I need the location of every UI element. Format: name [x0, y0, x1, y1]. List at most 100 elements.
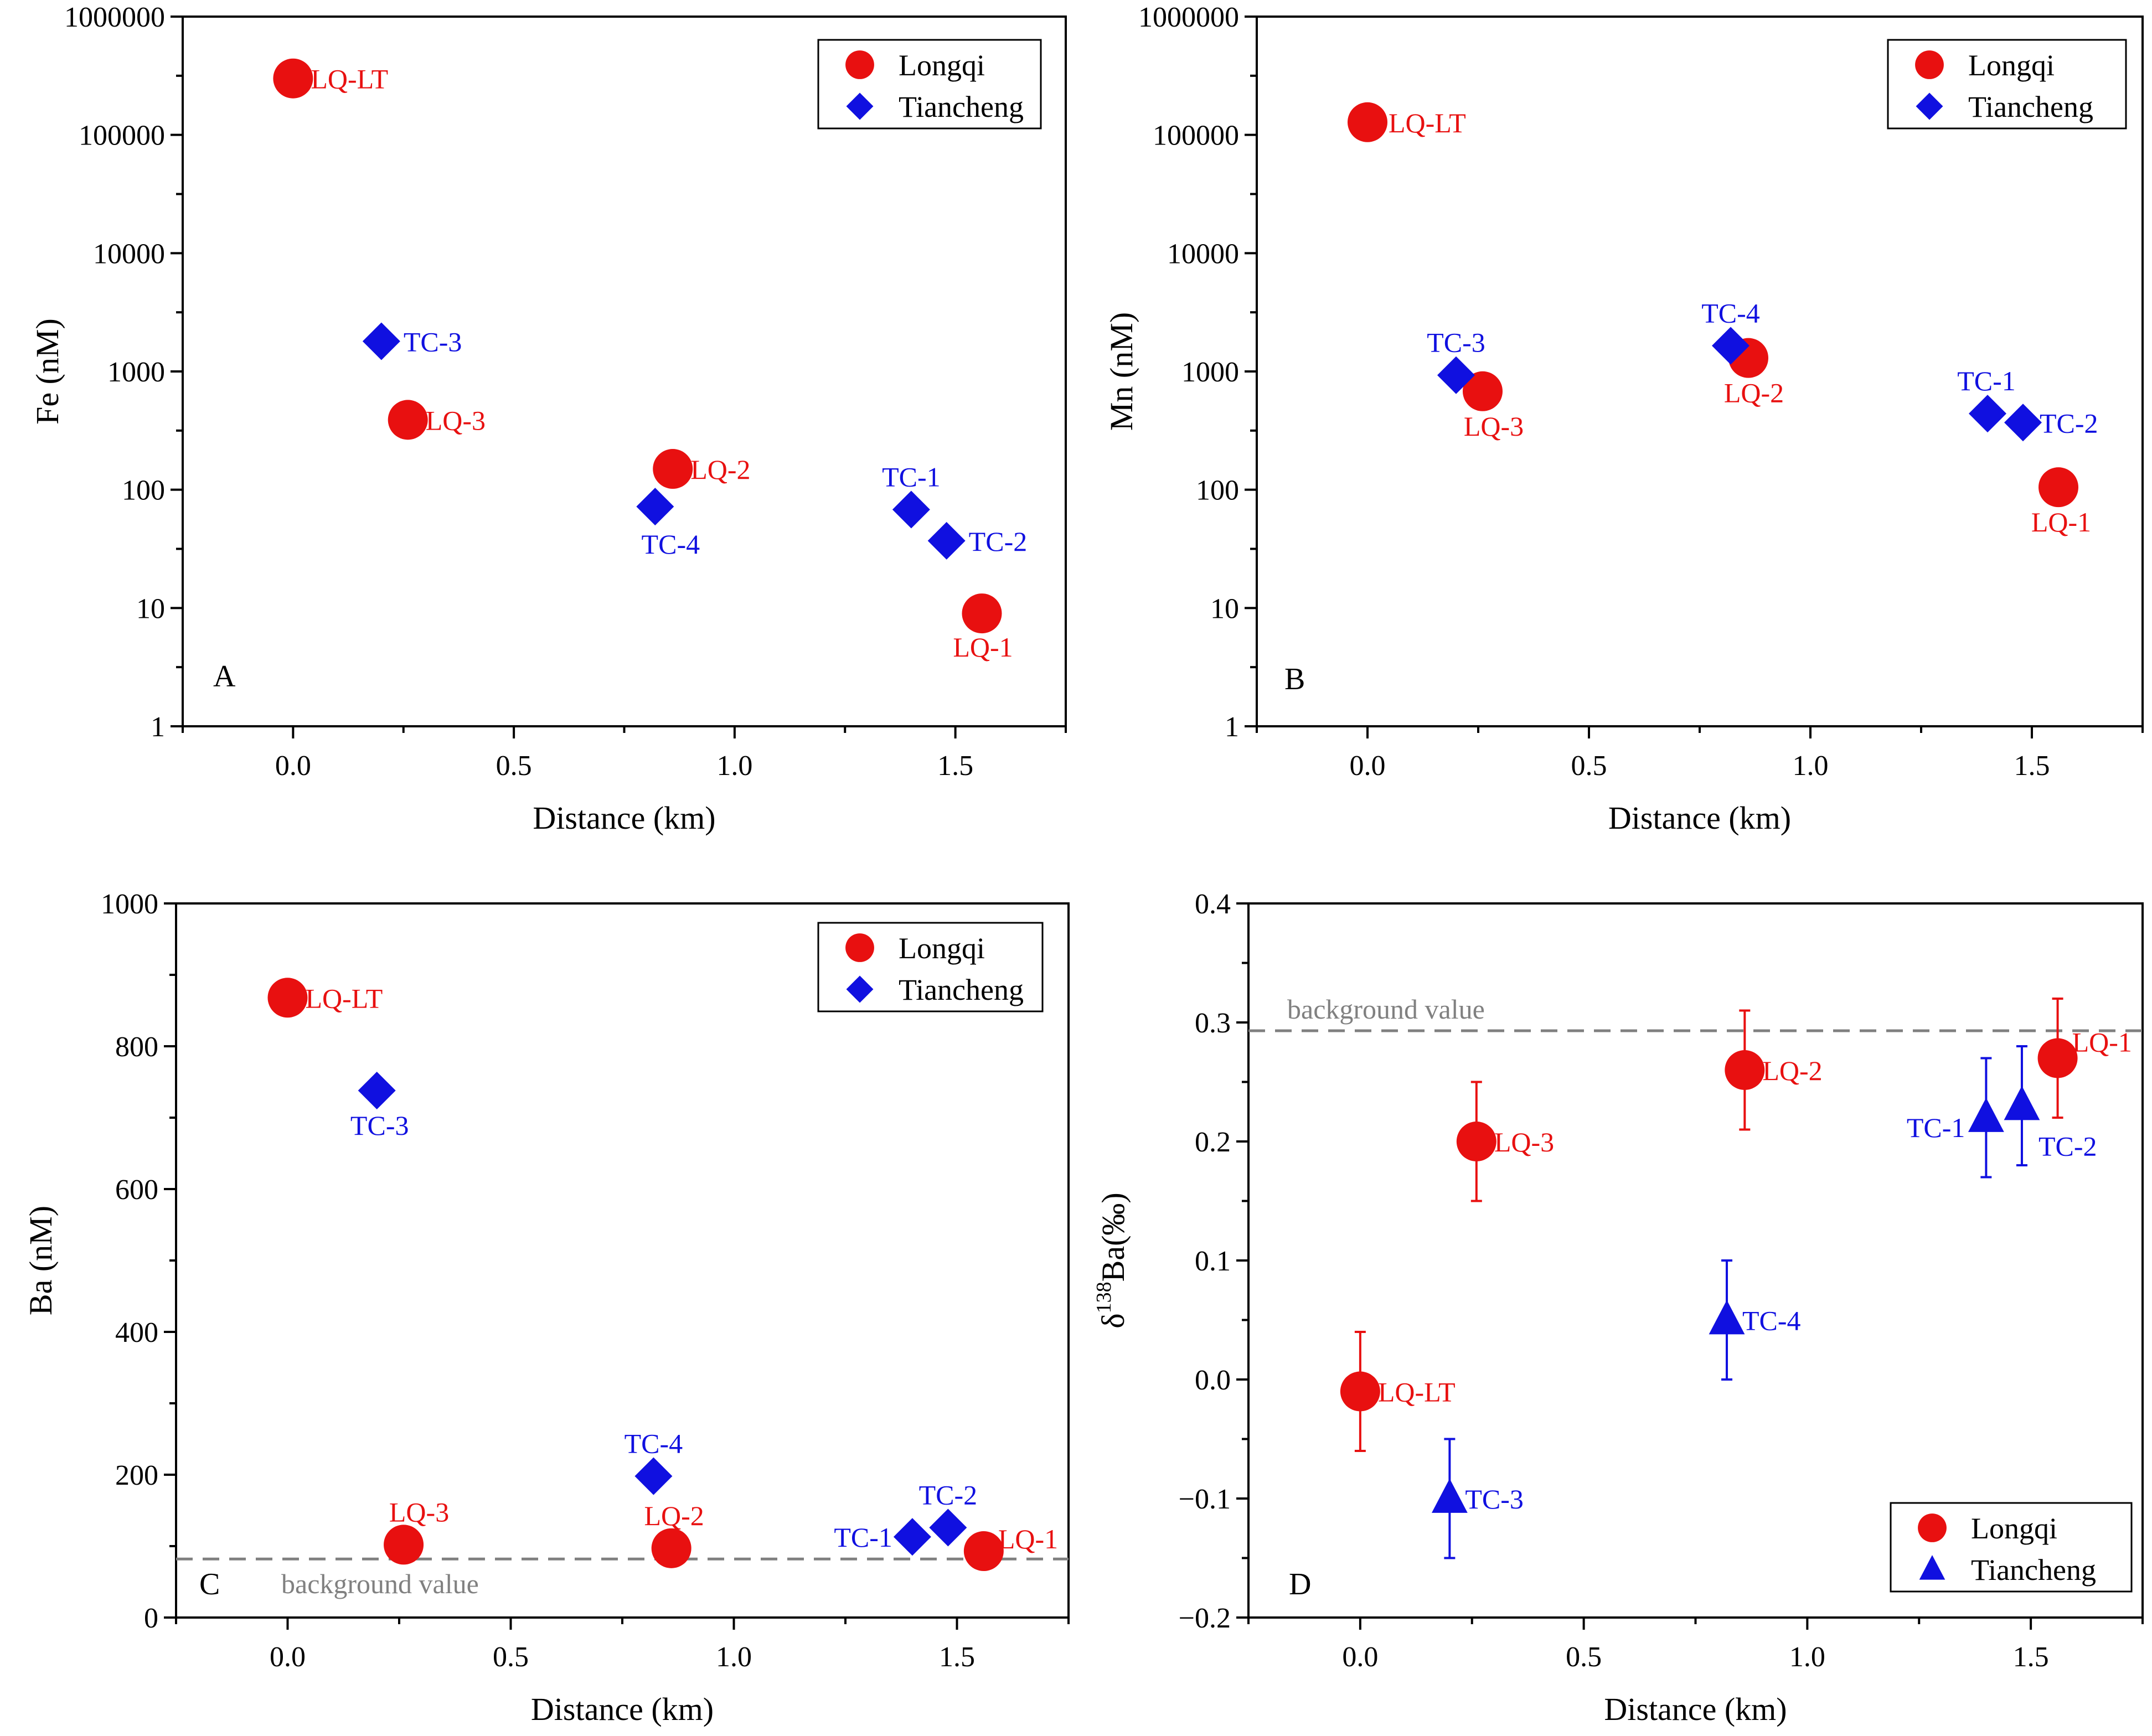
- y-tick-label: −0.2: [1179, 1603, 1231, 1634]
- panel-letter: C: [199, 1567, 220, 1601]
- y-axis-title: Ba (nM): [23, 1206, 59, 1315]
- point-label-tc-1: TC-1: [882, 461, 941, 492]
- data-point-lq-1: [963, 1531, 1004, 1572]
- legend-label-longqi: Longqi: [1968, 49, 2055, 82]
- y-axis-title: Mn (nM): [1103, 312, 1139, 431]
- point-label-lq-3: LQ-3: [1494, 1127, 1554, 1158]
- data-point-lq-3: [1456, 1122, 1496, 1161]
- point-label-lq-2: LQ-2: [1724, 378, 1784, 409]
- point-label-tc-3: TC-3: [350, 1110, 409, 1141]
- legend: Longqi Tiancheng: [1890, 1502, 2133, 1593]
- y-axis-title: Fe (nM): [29, 318, 65, 425]
- data-point-lq-lt: [267, 978, 308, 1018]
- y-tick-label: 0: [144, 1603, 158, 1634]
- y-tick-label: 10: [136, 593, 165, 624]
- point-label-lq-lt: LQ-LT: [311, 64, 388, 95]
- point-label-tc-4: TC-4: [1701, 298, 1760, 329]
- x-axis-title: Distance (km): [1608, 800, 1791, 836]
- legend-marker-longqi: [845, 50, 874, 79]
- panel-letter: D: [1289, 1567, 1311, 1601]
- x-tick-label: 0.5: [496, 750, 532, 782]
- point-label-lq-2: LQ-2: [1762, 1055, 1822, 1086]
- data-point-tc-4: [634, 1457, 673, 1495]
- x-tick-label: 0.0: [275, 750, 311, 782]
- legend-marker-longqi: [845, 933, 874, 962]
- y-tick-label: 1000: [107, 356, 165, 388]
- point-label-lq-1: LQ-1: [998, 1523, 1058, 1554]
- background-value-label: background value: [1287, 994, 1485, 1025]
- y-tick-label: 0.0: [1195, 1365, 1231, 1396]
- legend-label-tiancheng: Tiancheng: [1971, 1553, 2096, 1587]
- x-tick-label: 1.5: [937, 750, 973, 782]
- point-label-tc-1: TC-1: [834, 1522, 892, 1553]
- x-axis-title: Distance (km): [533, 800, 715, 836]
- legend-marker-tiancheng: [1919, 1555, 1945, 1580]
- data-point-tc-4: [1709, 1300, 1745, 1335]
- point-label-lq-3: LQ-3: [389, 1496, 449, 1527]
- point-label-tc-2: TC-2: [2040, 407, 2098, 438]
- y-tick-label: 800: [115, 1031, 158, 1063]
- y-axis-title: δ138Ba(‰): [1092, 1192, 1131, 1328]
- y-tick-label: 0.1: [1195, 1246, 1231, 1277]
- data-point-tc-1: [892, 490, 930, 529]
- y-axis-title-delta: δ: [1095, 1313, 1131, 1328]
- data-point-tc-2: [2004, 404, 2042, 442]
- data-point-lq-1: [2039, 467, 2078, 508]
- x-tick-label: 0.0: [1350, 750, 1386, 782]
- panel-letter: B: [1284, 662, 1305, 696]
- legend-label-tiancheng: Tiancheng: [899, 973, 1024, 1006]
- point-label-tc-3: TC-3: [404, 326, 462, 357]
- point-label-lq-lt: LQ-LT: [1378, 1377, 1456, 1408]
- legend: Longqi Tiancheng: [1887, 39, 2127, 130]
- x-tick-label: 1.5: [2013, 1641, 2049, 1673]
- data-point-lq-1: [2037, 1038, 2078, 1078]
- data-point-tc-1: [1968, 1098, 2004, 1132]
- data-point-tc-2: [929, 1508, 967, 1547]
- point-label-tc-2: TC-2: [969, 526, 1028, 557]
- chart-panel-b: 0.0 0.5 1.0 1.5 1 10 100 1000 10000 100000 1000000…: [1103, 2, 2144, 836]
- data-point-lq-3: [388, 400, 428, 440]
- point-label-lq-2: LQ-2: [690, 454, 750, 485]
- y-tick-label: 0.2: [1195, 1127, 1231, 1158]
- y-tick-label: 1: [1225, 711, 1239, 743]
- point-label-lq-1: LQ-1: [953, 632, 1013, 663]
- x-tick-label: 1.0: [1793, 750, 1829, 782]
- x-tick-label: 0.0: [1342, 1641, 1378, 1673]
- chart-panel-a: 0.0 0.5 1.0 1.5 1 10 100 1000 10000 100000 1000000…: [29, 2, 1067, 836]
- y-tick-label: 1000000: [1138, 2, 1239, 33]
- data-point-lq-lt: [273, 58, 313, 99]
- legend-marker-tiancheng: [1916, 92, 1943, 120]
- data-point-tc-3: [1437, 356, 1475, 394]
- x-tick-label: 0.5: [1566, 1641, 1602, 1673]
- legend: Longqi Tiancheng: [817, 922, 1044, 1012]
- data-point-tc-2: [2004, 1086, 2040, 1120]
- x-tick-label: 1.0: [716, 1641, 752, 1673]
- x-tick-label: 1.0: [716, 750, 752, 782]
- y-axis-title-superscript: 138: [1092, 1282, 1116, 1313]
- y-tick-label: −0.1: [1179, 1484, 1231, 1515]
- point-label-tc-1: TC-1: [1957, 365, 2016, 396]
- data-point-tc-3: [1431, 1479, 1468, 1513]
- legend-label-tiancheng: Tiancheng: [899, 90, 1024, 123]
- data-point-tc-3: [362, 322, 400, 360]
- legend-marker-longqi: [1918, 1513, 1947, 1542]
- legend-label-longqi: Longqi: [1971, 1512, 2057, 1545]
- point-label-tc-4: TC-4: [642, 529, 700, 560]
- x-tick-label: 0.0: [270, 1641, 306, 1673]
- y-tick-label: 100: [122, 475, 165, 507]
- x-tick-label: 1.5: [2014, 750, 2050, 782]
- chart-panel-d: 0.0 0.5 1.0 1.5 −0.2 −0.1 0.0 0.1 0.2 0.3 0.4 Dista…: [1092, 888, 2144, 1727]
- data-point-lq-lt: [1340, 1371, 1380, 1412]
- legend-label-tiancheng: Tiancheng: [1968, 90, 2093, 123]
- x-tick-label: 1.0: [1789, 1641, 1825, 1673]
- point-label-tc-4: TC-4: [625, 1428, 683, 1459]
- x-axis-title: Distance (km): [1604, 1691, 1787, 1727]
- data-point-tc-4: [1712, 327, 1750, 365]
- data-point-tc-2: [927, 521, 966, 560]
- point-label-tc-4: TC-4: [1742, 1305, 1801, 1336]
- y-tick-label: 1000: [101, 888, 158, 920]
- legend-marker-tiancheng: [846, 92, 874, 120]
- y-tick-label: 400: [115, 1317, 158, 1348]
- chart-panel-c: 0.0 0.5 1.0 1.5 0 200 400 600 800 1000 Distance (k…: [23, 888, 1070, 1727]
